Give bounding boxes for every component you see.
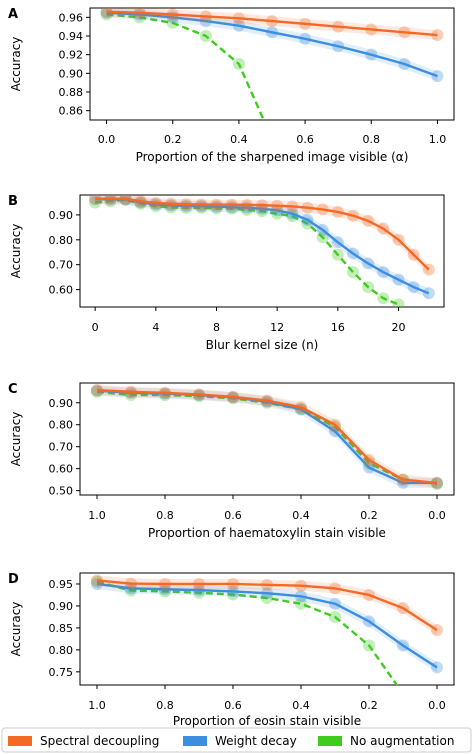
y-tick-label: 0.90 xyxy=(49,600,74,613)
x-tick-label: 0.8 xyxy=(363,133,381,146)
series-line-noaug xyxy=(106,13,266,120)
panel-letter: A xyxy=(8,7,18,22)
y-tick-label: 0.70 xyxy=(49,441,74,454)
panel-letter: C xyxy=(8,382,18,397)
axes-frame xyxy=(79,194,445,308)
series-line-weight xyxy=(106,11,438,78)
x-tick-label: 0.8 xyxy=(156,509,174,522)
x-tick-label: 0.2 xyxy=(360,509,378,522)
data-point-noaug xyxy=(397,688,409,700)
plot-area xyxy=(100,8,444,145)
y-tick-label: 0.90 xyxy=(49,209,74,222)
x-tick-label: 1.0 xyxy=(429,133,447,146)
x-tick-label: 0.4 xyxy=(292,699,310,712)
legend-label-noaug: No augmentation xyxy=(350,734,454,748)
x-tick-label: 0.2 xyxy=(360,699,378,712)
y-tick-label: 0.92 xyxy=(59,49,84,62)
y-axis-label: Accuracy xyxy=(9,224,23,279)
series-line-spectral xyxy=(95,197,430,271)
y-tick-label: 0.95 xyxy=(49,578,74,591)
y-tick-label: 0.94 xyxy=(59,30,84,43)
y-tick-label: 0.60 xyxy=(49,463,74,476)
y-tick-label: 0.50 xyxy=(49,485,74,498)
series-band-weight xyxy=(97,385,437,488)
legend-swatch-noaug xyxy=(318,736,342,746)
panel-c: C 0.50 0.60 0.70 0.80 0.90 1.0 0.8 0.6 0.4 0.2 0.0 P… xyxy=(8,382,455,540)
y-tick-label: 0.90 xyxy=(59,67,84,80)
data-point-noaug xyxy=(266,133,278,145)
series-line-noaug xyxy=(96,580,399,685)
series-line-spectral xyxy=(96,579,438,632)
plot-area xyxy=(91,384,443,491)
y-tick-label: 0.80 xyxy=(49,419,74,432)
x-tick-label: 0.0 xyxy=(98,133,116,146)
axes-frame xyxy=(79,382,455,496)
series-line-weight xyxy=(96,582,438,669)
x-axis-label: Proportion of eosin stain visible xyxy=(173,714,361,728)
legend: Spectral decoupling Weight decay No augm… xyxy=(1,727,472,753)
x-axis-label: Proportion of the sharpened image visibl… xyxy=(136,150,409,164)
y-tick-label: 0.86 xyxy=(59,105,84,118)
y-axis-label: Accuracy xyxy=(9,412,23,467)
legend-swatch-weight xyxy=(183,736,207,746)
y-axis-label: Accuracy xyxy=(9,602,23,657)
x-tick-label: 1.0 xyxy=(88,699,106,712)
panel-d: D 0.75 0.80 0.85 0.90 0.95 1.0 0.8 0.6 0.4 0.2 0.0 P… xyxy=(8,572,455,728)
series-line-weight xyxy=(95,198,430,295)
y-tick-label: 0.90 xyxy=(49,397,74,410)
x-tick-label: 12 xyxy=(270,321,284,334)
y-axis-label: Accuracy xyxy=(9,37,23,92)
x-axis-label: Proportion of haematoxylin stain visible xyxy=(148,526,386,540)
legend-label-spectral: Spectral decoupling xyxy=(40,734,159,748)
axes-frame xyxy=(79,572,455,686)
x-axis-label: Blur kernel size (n) xyxy=(206,338,319,352)
x-tick-label: 20 xyxy=(392,321,406,334)
data-point-noaug xyxy=(392,298,405,307)
series-line-spectral xyxy=(96,388,438,485)
panel-letter: B xyxy=(8,194,18,209)
series-band-spectral xyxy=(97,385,437,488)
series-band-spectral xyxy=(97,575,437,636)
y-tick-label: 0.60 xyxy=(49,284,74,297)
x-tick-label: 0.0 xyxy=(428,509,446,522)
x-tick-label: 0.4 xyxy=(230,133,248,146)
axes-frame xyxy=(89,7,455,121)
x-tick-label: 0 xyxy=(92,321,99,334)
legend-label-weight: Weight decay xyxy=(215,734,297,748)
x-tick-label: 0.6 xyxy=(224,699,242,712)
x-tick-label: 0.6 xyxy=(224,509,242,522)
panel-letter: D xyxy=(8,572,19,587)
y-tick-label: 0.80 xyxy=(49,644,74,657)
y-tick-label: 0.75 xyxy=(49,666,74,679)
plot-area xyxy=(91,574,443,700)
x-tick-label: 0.4 xyxy=(292,509,310,522)
x-tick-label: 0.6 xyxy=(296,133,314,146)
series-line-spectral xyxy=(106,10,438,37)
y-tick-label: 0.88 xyxy=(59,86,84,99)
y-tick-label: 0.80 xyxy=(49,234,74,247)
x-tick-label: 8 xyxy=(213,321,220,334)
x-tick-label: 16 xyxy=(331,321,345,334)
y-tick-label: 0.85 xyxy=(49,622,74,635)
data-point-noaug xyxy=(295,597,307,610)
x-tick-label: 4 xyxy=(152,321,159,334)
legend-frame xyxy=(1,727,472,753)
panel-b: B 0.60 0.70 0.80 0.90 0 4 8 12 16 20 Blur kernel si… xyxy=(8,194,445,352)
y-tick-label: 0.96 xyxy=(59,11,84,24)
y-tick-label: 0.70 xyxy=(49,259,74,272)
panel-a: A 0.86 0.88 0.90 0.92 0.94 0.96 0.0 0.2 0.4 0.6 0.8… xyxy=(8,7,455,164)
x-tick-label: 0.0 xyxy=(428,699,446,712)
x-tick-label: 0.2 xyxy=(164,133,182,146)
x-tick-label: 0.8 xyxy=(156,699,174,712)
plot-area xyxy=(89,195,435,307)
legend-swatch-spectral xyxy=(8,736,32,746)
x-tick-label: 1.0 xyxy=(88,509,106,522)
